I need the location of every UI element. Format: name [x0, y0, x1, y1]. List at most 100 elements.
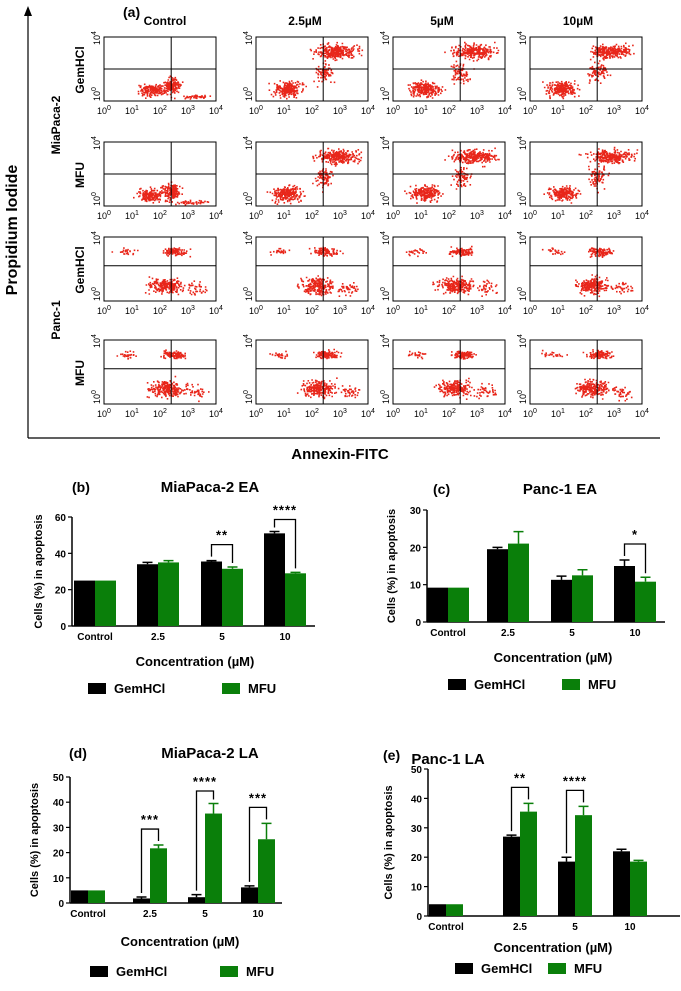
legend-swatch-gemhcl [88, 683, 106, 694]
error-bar [506, 834, 517, 837]
x-tick-exponent: 0 [259, 305, 263, 312]
legend-label: MFU [574, 961, 602, 976]
bar-gemhcl [71, 890, 88, 903]
x-tick-exponent: 1 [287, 408, 291, 415]
y-tick-label: 20 [53, 849, 65, 860]
x-tick-label: 103 [607, 305, 621, 316]
x-tick-exponent: 4 [219, 105, 223, 112]
x-tick-exponent: 3 [343, 105, 347, 112]
y-tick-label: 100 [517, 192, 528, 206]
bar-mfu [285, 573, 306, 626]
x-tick-label: 5 [219, 632, 225, 643]
plot-frame [392, 339, 506, 405]
x-tick-label: 102 [579, 210, 593, 221]
x-tick-exponent: 4 [645, 305, 649, 312]
y-tick-label: 10 [411, 883, 423, 894]
x-tick-label: 104 [209, 305, 223, 316]
bar-mfu [575, 815, 592, 916]
error-bar [523, 802, 534, 812]
scatter-dots [542, 42, 635, 100]
bar-gemhcl [133, 898, 150, 903]
y-tick-label: 104 [380, 31, 391, 45]
x-tick-label: Control [428, 922, 464, 933]
x-tick-exponent: 0 [259, 105, 263, 112]
x-tick-label: 103 [470, 305, 484, 316]
x-tick-exponent: 1 [287, 305, 291, 312]
x-tick-exponent: 2 [589, 210, 593, 217]
x-tick-exponent: 4 [219, 210, 223, 217]
x-tick-label: 103 [470, 210, 484, 221]
y-tick-label: 30 [53, 823, 65, 834]
error-bar [561, 856, 572, 862]
bar-gemhcl [74, 580, 95, 626]
scatter-dots [543, 146, 639, 204]
plot-frame [103, 339, 217, 405]
y-tick-label: 104 [91, 334, 102, 348]
scatter-dots [268, 41, 364, 100]
bar-mfu [222, 568, 243, 626]
y-tick-label: 20 [55, 586, 67, 597]
y-tick-label: 100 [243, 287, 254, 301]
x-tick-exponent: 4 [508, 408, 512, 415]
x-tick-exponent: 1 [287, 210, 291, 217]
x-tick-exponent: 4 [371, 408, 375, 415]
y-tick-label: 100 [517, 87, 528, 101]
panel-label-a: (a) [123, 4, 140, 20]
x-tick-exponent: 2 [315, 408, 319, 415]
significance-bracket [140, 828, 160, 893]
legend-swatch-gemhcl [448, 679, 466, 690]
x-tick-exponent: 3 [343, 408, 347, 415]
legend-label: MFU [248, 681, 276, 696]
bar-chart: (d) MiaPaca-2 LA 0 10 20 30 40 50 Cells (%) in a… [29, 745, 282, 979]
chart-title: Panc-1 EA [523, 481, 597, 498]
x-tick-label: 104 [635, 408, 649, 419]
x-tick-exponent: 1 [424, 105, 428, 112]
legend-label: GemHCl [474, 677, 525, 692]
x-tick-exponent: 4 [219, 408, 223, 415]
bar-gemhcl [558, 861, 575, 916]
x-tick-label: Control [70, 909, 106, 920]
x-tick-exponent: 2 [452, 105, 456, 112]
y-tick-label: 40 [53, 798, 65, 809]
x-tick-label: 102 [153, 210, 167, 221]
y-tick-exponent: 4 [517, 31, 524, 35]
bar-gemhcl [264, 533, 285, 626]
scatter-dots [111, 247, 208, 296]
y-axis-title: Cells (%) in apoptosis [383, 785, 395, 899]
x-tick-label: 100 [249, 105, 263, 116]
x-tick-exponent: 0 [396, 105, 400, 112]
x-tick-exponent: 1 [561, 408, 565, 415]
plot-frame [255, 339, 369, 405]
bar-gemhcl [201, 561, 222, 626]
x-axis-title: Concentration (µM) [136, 654, 255, 669]
scatter-dots [407, 41, 500, 99]
x-tick-exponent: 2 [163, 210, 167, 217]
significance-stars: **** [193, 774, 217, 789]
x-axis-title: Concentration (µM) [494, 940, 613, 955]
scatter-dots [269, 348, 361, 400]
significance-stars: ** [216, 528, 228, 543]
y-tick-label: 100 [380, 390, 391, 404]
y-tick-label: 0 [58, 899, 64, 910]
x-tick-label: 102 [442, 408, 456, 419]
y-tick-label: 40 [411, 794, 423, 805]
y-tick-exponent: 0 [517, 192, 524, 196]
y-tick-label: 0 [415, 618, 421, 629]
x-tick-label: 101 [125, 305, 139, 316]
error-bar [513, 530, 524, 544]
legend-swatch-mfu [562, 679, 580, 690]
row-label-gemhcl-2: GemHCl [73, 246, 87, 293]
y-tick-label: 0 [60, 622, 66, 633]
y-tick-exponent: 0 [243, 390, 250, 394]
significance-bracket [510, 786, 530, 832]
x-tick-label: 104 [209, 210, 223, 221]
chart-title: MiaPaca-2 EA [161, 479, 260, 496]
x-tick-exponent: 4 [508, 105, 512, 112]
y-tick-exponent: 0 [91, 287, 98, 291]
x-axis-title: Concentration (µM) [121, 934, 240, 949]
scatter-dots [137, 75, 212, 100]
x-tick-label: 103 [181, 305, 195, 316]
